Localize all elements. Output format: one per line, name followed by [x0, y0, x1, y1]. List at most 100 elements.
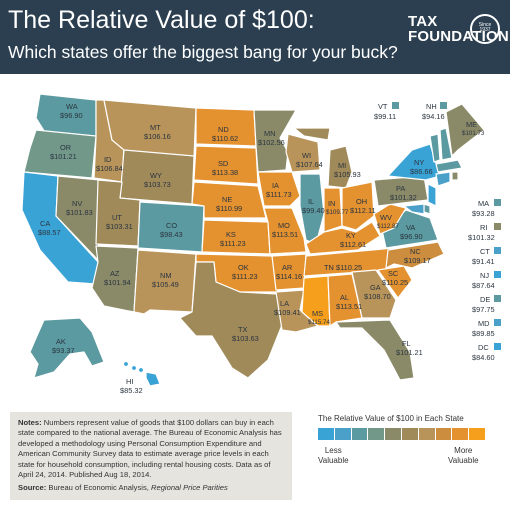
label-ID-abbr: ID	[104, 155, 111, 164]
callout-MA: MA $93.28	[472, 199, 501, 218]
state-AK[interactable]	[29, 317, 105, 379]
callout-CT-value: $91.41	[472, 257, 495, 266]
state-MD[interactable]	[403, 203, 425, 215]
source-title: Regional Price Parities	[150, 483, 228, 493]
callout-NJ-abbr: NJ	[480, 271, 489, 280]
state-RI[interactable]	[451, 171, 459, 181]
legend-swatch	[318, 428, 334, 440]
legend-less-line1: Less	[324, 446, 342, 455]
label-IA-value: $111.73	[266, 190, 292, 199]
legend-color-scale	[318, 428, 486, 440]
label-WA-value: $96.90	[60, 111, 83, 120]
state-MI[interactable]	[293, 127, 353, 189]
label-HI-abbr: HI	[126, 377, 133, 386]
state-ME[interactable]	[445, 103, 485, 157]
label-SC-value: $110.25	[382, 278, 408, 287]
label-NV-abbr: NV	[72, 199, 82, 208]
header-banner: The Relative Value of $100: Which states…	[0, 0, 510, 74]
state-HI[interactable]	[122, 360, 161, 387]
callout-MD-swatch	[494, 319, 501, 326]
logo-line-1: TAX	[408, 13, 438, 30]
label-ID-value: $106.84	[96, 164, 123, 173]
callout-DE-swatch	[494, 295, 501, 302]
state-IA[interactable]	[257, 171, 301, 207]
seal-since: Since	[478, 22, 492, 28]
label-LA-abbr: LA	[280, 299, 289, 308]
notes-box: Notes: Numbers represent value of goods …	[10, 412, 292, 500]
seal-year: 1937	[479, 27, 491, 33]
callout-DC-swatch	[494, 343, 501, 350]
source-text: Bureau of Economic Analysis,	[48, 483, 151, 493]
callout-CT-abbr: CT	[480, 247, 490, 256]
state-NH[interactable]	[439, 127, 453, 161]
label-OH-abbr: OH	[356, 197, 367, 206]
label-NY-abbr: NY	[414, 158, 424, 167]
state-WI[interactable]	[285, 133, 321, 173]
state-CT[interactable]	[435, 171, 451, 187]
state-KY[interactable]	[305, 221, 381, 255]
state-SC[interactable]	[377, 265, 413, 299]
callout-CT-swatch	[494, 247, 501, 254]
label-CO-abbr: CO	[166, 221, 177, 230]
callout-DE: DE $97.75	[472, 295, 501, 314]
notes-text: Notes: Numbers represent value of goods …	[18, 418, 284, 480]
label-IL-value: $99.40	[302, 206, 325, 215]
callout-DE-value: $97.75	[472, 305, 495, 314]
label-AK-abbr: AK	[56, 337, 66, 346]
state-UT[interactable]	[95, 179, 141, 247]
label-NC-value: $109.17	[404, 256, 431, 265]
label-VA-abbr: VA	[406, 223, 415, 232]
label-OH-value: $112.11	[350, 206, 376, 215]
legend-more-label: More Valuable	[448, 446, 479, 466]
label-VA-value: $96.90	[400, 232, 423, 241]
state-VT[interactable]	[429, 133, 441, 163]
state-MS[interactable]	[301, 275, 331, 327]
callout-RI-value: $101.32	[468, 233, 495, 242]
label-WV-value: $112.87	[377, 223, 399, 230]
callout-CT: CT $91.41	[472, 247, 501, 266]
label-AL-value: $113.51	[336, 302, 362, 311]
label-FL-abbr: FL	[402, 339, 411, 348]
state-WV[interactable]	[373, 203, 407, 235]
label-WY-value: $103.73	[144, 180, 171, 189]
state-AL[interactable]	[327, 273, 363, 327]
label-UT-value: $103.31	[106, 222, 133, 231]
label-MT-abbr: MT	[150, 123, 161, 132]
state-OR[interactable]	[23, 129, 97, 179]
state-MO[interactable]	[263, 207, 307, 255]
state-FL[interactable]	[335, 319, 415, 381]
label-KS-value: $111.23	[220, 239, 246, 248]
legend-more-line2: Valuable	[448, 456, 479, 465]
state-GA[interactable]	[351, 269, 397, 319]
state-NE[interactable]	[191, 181, 267, 219]
label-GA-value: $108.70	[364, 292, 391, 301]
state-MN[interactable]	[253, 109, 297, 173]
state-MA[interactable]	[435, 159, 463, 173]
state-NJ[interactable]	[427, 183, 437, 207]
label-AR-value: $114.16	[276, 272, 302, 281]
label-WY-abbr: WY	[150, 171, 162, 180]
legend-swatch	[351, 428, 368, 440]
page-title: The Relative Value of $100:	[8, 6, 315, 34]
label-NV-value: $101.83	[66, 208, 93, 217]
callout-NJ: NJ $87.64	[472, 271, 501, 290]
state-OH[interactable]	[341, 181, 375, 231]
state-NC[interactable]	[385, 241, 445, 269]
state-DE[interactable]	[423, 203, 431, 215]
label-MO-abbr: MO	[278, 221, 290, 230]
label-NE-value: $110.99	[216, 204, 242, 213]
callout-NH-swatch	[440, 102, 447, 109]
label-TX-value: $103.63	[232, 334, 259, 343]
legend-swatch	[368, 428, 385, 440]
label-AZ-abbr: AZ	[110, 269, 120, 278]
label-MI-value: $105.93	[334, 170, 361, 179]
callout-VT-swatch	[392, 102, 399, 109]
label-TN-value: $110.25	[336, 263, 362, 272]
source-label: Source:	[18, 483, 47, 493]
state-TX[interactable]	[179, 261, 285, 379]
label-NE-abbr: NE	[222, 195, 232, 204]
state-SD[interactable]	[193, 145, 259, 185]
callout-DC: DC $84.60	[472, 343, 501, 362]
state-KS[interactable]	[201, 219, 271, 255]
